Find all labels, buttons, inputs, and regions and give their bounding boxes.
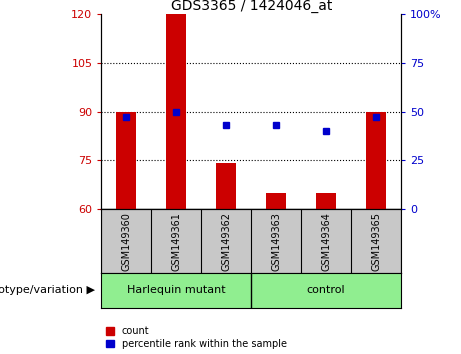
Text: control: control	[307, 285, 345, 295]
Bar	[366, 112, 386, 209]
Bar	[316, 193, 336, 209]
Legend: count, percentile rank within the sample: count, percentile rank within the sample	[106, 326, 287, 349]
Text: GSM149361: GSM149361	[171, 212, 181, 271]
Text: GSM149364: GSM149364	[321, 212, 331, 271]
Bar	[166, 14, 186, 209]
Text: GSM149362: GSM149362	[221, 212, 231, 271]
Bar	[116, 112, 136, 209]
Text: GSM149365: GSM149365	[371, 212, 381, 271]
Text: Harlequin mutant: Harlequin mutant	[127, 285, 225, 295]
Text: GSM149360: GSM149360	[121, 212, 131, 271]
Bar	[216, 164, 236, 209]
Title: GDS3365 / 1424046_at: GDS3365 / 1424046_at	[171, 0, 332, 13]
Text: genotype/variation ▶: genotype/variation ▶	[0, 285, 95, 295]
Bar	[266, 193, 286, 209]
Text: GSM149363: GSM149363	[271, 212, 281, 271]
